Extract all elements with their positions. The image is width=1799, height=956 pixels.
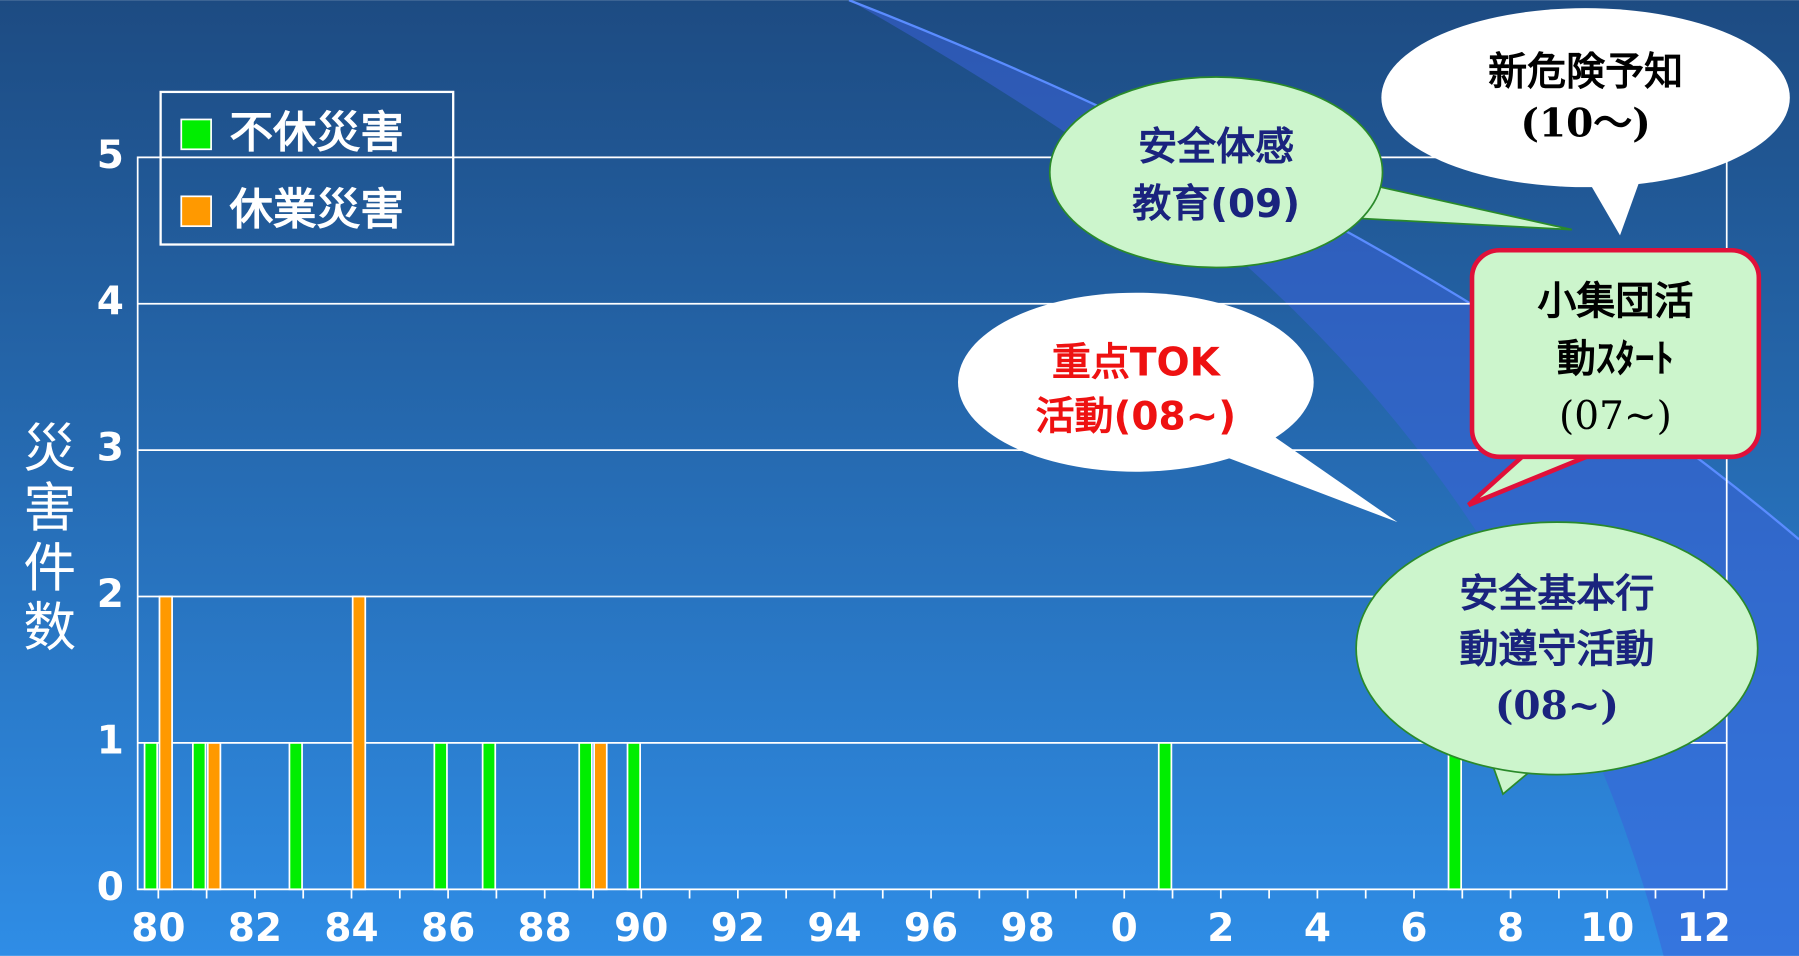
x-tick-label: 88 (518, 906, 572, 951)
bar (206, 742, 222, 891)
x-tick-label: 12 (1677, 906, 1731, 951)
bar (143, 742, 159, 891)
annotation: (07~) (1559, 394, 1672, 439)
callout-bubble (958, 292, 1314, 472)
legend-label: 休業災害 (228, 185, 403, 235)
bar (433, 742, 448, 891)
bar (191, 742, 207, 891)
bar (288, 742, 303, 891)
bar (1447, 742, 1463, 891)
annotation: 小集団活 (1537, 280, 1693, 325)
x-tick-label: 6 (1400, 906, 1427, 951)
callout-tail (1583, 172, 1641, 236)
annotation: 安全体感 (1138, 125, 1294, 170)
annotation: 動ｽﾀｰﾄ (1557, 337, 1674, 382)
y-tick-label: 3 (97, 426, 124, 471)
bar (578, 742, 593, 891)
y-axis-label: 災害件数 (15, 420, 76, 659)
x-tick-label: 92 (711, 906, 765, 951)
x-tick-label: 98 (1001, 906, 1055, 951)
annotation: 重点TOK (1052, 340, 1222, 385)
callout: 安全基本行 動遵守活動 (08~) (1355, 521, 1759, 796)
bar (626, 742, 641, 891)
x-tick-label: 80 (131, 906, 185, 951)
x-tick-label: 90 (614, 906, 668, 951)
callout-bubble (1048, 76, 1384, 269)
callout-bubble (1381, 8, 1790, 188)
callout-tail (1216, 436, 1398, 523)
x-tick-label: 94 (807, 906, 861, 951)
callout: 重点TOK 活動(08~) (958, 292, 1398, 523)
annotation: 教育(09) (1132, 182, 1300, 227)
callout: 新危険予知 (10〜) (1381, 8, 1790, 236)
annotation: 新危険予知 (1488, 50, 1683, 95)
bar (593, 742, 608, 891)
x-tick-label: 4 (1304, 906, 1331, 951)
x-tick-label: 96 (904, 906, 958, 951)
y-tick-label: 2 (97, 572, 124, 617)
callout-bubble (1469, 247, 1762, 460)
bar (1157, 742, 1173, 891)
legend-swatch (180, 195, 212, 228)
y-tick-label: 0 (97, 865, 124, 910)
callout-bubble (1355, 521, 1759, 776)
bar (158, 595, 173, 891)
x-tick-label: 86 (421, 906, 475, 951)
y-tick-label: 5 (97, 133, 124, 178)
annotation: 活動(08~) (1036, 394, 1237, 439)
legend-label: 不休災害 (229, 109, 403, 159)
plot-frame (136, 156, 1728, 891)
annotation: (08~) (1495, 683, 1619, 729)
x-tick-label: 0 (1111, 906, 1138, 951)
legend-box (159, 90, 455, 246)
callout: 小集団活 動ｽﾀｰﾄ (07~) (1467, 247, 1762, 508)
y-tick-label: 1 (97, 718, 124, 763)
bar (481, 742, 497, 891)
bar (351, 595, 367, 891)
y-tick-label: 4 (97, 279, 124, 324)
decor-band (849, 0, 1799, 956)
x-tick-label: 82 (228, 906, 282, 951)
legend-swatch (180, 118, 212, 151)
x-tick-label: 2 (1207, 906, 1234, 951)
x-tick-label: 10 (1580, 906, 1634, 951)
callout: 安全体感 教育(09) (1048, 76, 1573, 269)
x-tick-label: 84 (324, 906, 378, 951)
annotation: 動遵守活動 (1459, 627, 1654, 672)
annotation: 安全基本行 (1459, 572, 1654, 617)
x-tick-label: 8 (1497, 906, 1524, 951)
annotation: (10〜) (1521, 100, 1651, 146)
